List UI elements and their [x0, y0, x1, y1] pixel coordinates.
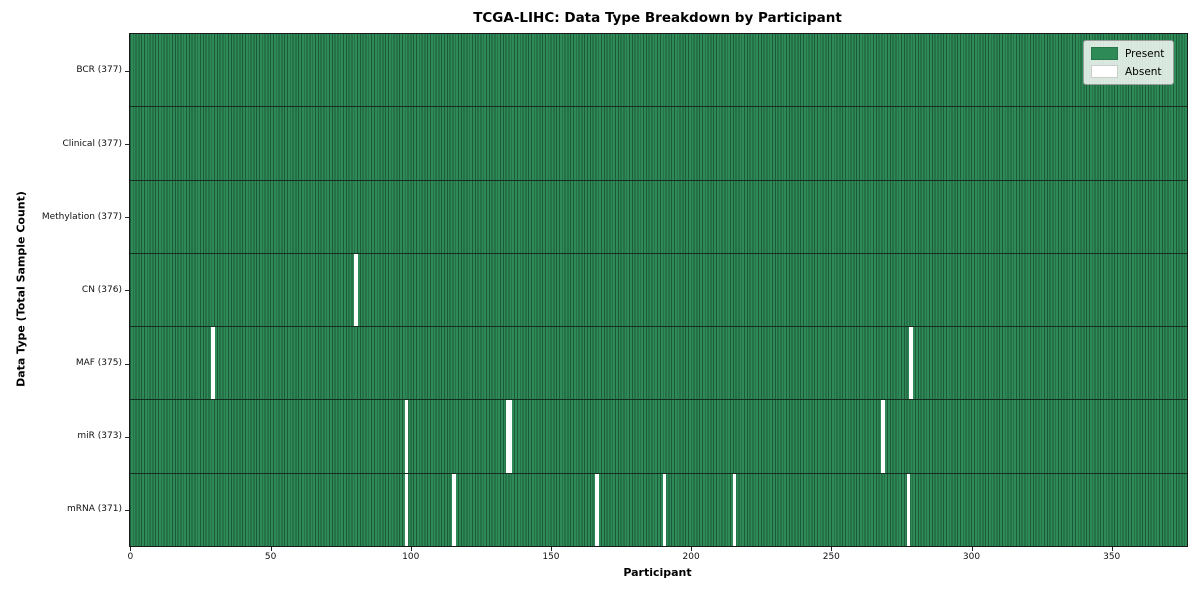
x-tick-mark: [1111, 546, 1113, 551]
y-tick-mark: [125, 144, 129, 146]
legend: Present Absent: [1083, 40, 1175, 85]
absent-bar: [508, 400, 512, 473]
absent-bar: [505, 400, 509, 473]
absent-bar: [906, 473, 910, 546]
y-tick-label: Methylation (377): [41, 211, 122, 222]
x-tick-mark: [971, 546, 973, 551]
heatmap-row-mRNA: [130, 473, 1187, 546]
absent-bar: [354, 253, 358, 327]
y-tick-label: BCR (377): [76, 65, 122, 76]
absent-bar: [881, 400, 885, 473]
y-tick-mark: [125, 363, 129, 365]
y-tick-label: MAF (375): [75, 358, 122, 369]
y-tick-label: Clinical (377): [62, 138, 122, 149]
legend-label-absent: Absent: [1125, 65, 1162, 78]
y-tick-label: miR (373): [77, 431, 122, 442]
x-tick-label: 200: [682, 552, 700, 562]
absent-bar: [662, 473, 666, 546]
y-tick-label: CN (376): [81, 284, 122, 295]
absent-bar: [211, 327, 215, 400]
x-tick-mark: [550, 546, 552, 551]
x-tick-mark: [831, 546, 833, 551]
heatmap-row-CN: [130, 253, 1187, 328]
y-tick-mark: [125, 509, 129, 511]
absent-bar: [452, 473, 456, 546]
x-tick-label: 350: [1103, 552, 1121, 562]
legend-item-absent: Absent: [1091, 65, 1164, 78]
absent-bar: [595, 473, 599, 546]
x-tick-label: 150: [542, 552, 560, 562]
x-tick-label: 250: [822, 552, 840, 562]
x-tick-label: 100: [402, 552, 420, 562]
x-tick-label: 50: [264, 552, 277, 562]
x-tick-label: 0: [127, 552, 134, 562]
legend-label-present: Present: [1125, 47, 1165, 60]
y-tick-mark: [125, 290, 129, 292]
absent-bar: [732, 473, 737, 546]
x-tick-mark: [691, 546, 693, 551]
absent-bar: [909, 327, 913, 400]
y-tick-mark: [125, 70, 129, 72]
x-tick-mark: [410, 546, 412, 551]
absent-bar: [404, 473, 409, 546]
present-swatch-icon: [1091, 47, 1118, 60]
y-axis-title: Data Type (Total Sample Count): [14, 191, 28, 387]
legend-item-present: Present: [1091, 47, 1164, 60]
heatmap-row-Methylation: [130, 180, 1187, 254]
absent-swatch-icon: [1091, 65, 1118, 78]
absent-bar: [404, 400, 409, 473]
x-tick-label: 300: [962, 552, 981, 562]
plot-area: [129, 33, 1188, 547]
y-tick-label: mRNA (371): [67, 504, 122, 515]
x-axis-title: Participant: [623, 566, 692, 579]
heatmap-row-MAF: [130, 327, 1187, 401]
x-tick-mark: [270, 546, 272, 551]
y-tick-mark: [125, 217, 129, 219]
chart-title: TCGA-LIHC: Data Type Breakdown by Partic…: [473, 10, 842, 26]
heatmap-row-miR: [130, 400, 1187, 474]
y-tick-mark: [125, 436, 129, 438]
heatmap-row-Clinical: [130, 107, 1187, 181]
heatmap-row-BCR: [130, 34, 1187, 108]
x-tick-mark: [130, 546, 132, 551]
